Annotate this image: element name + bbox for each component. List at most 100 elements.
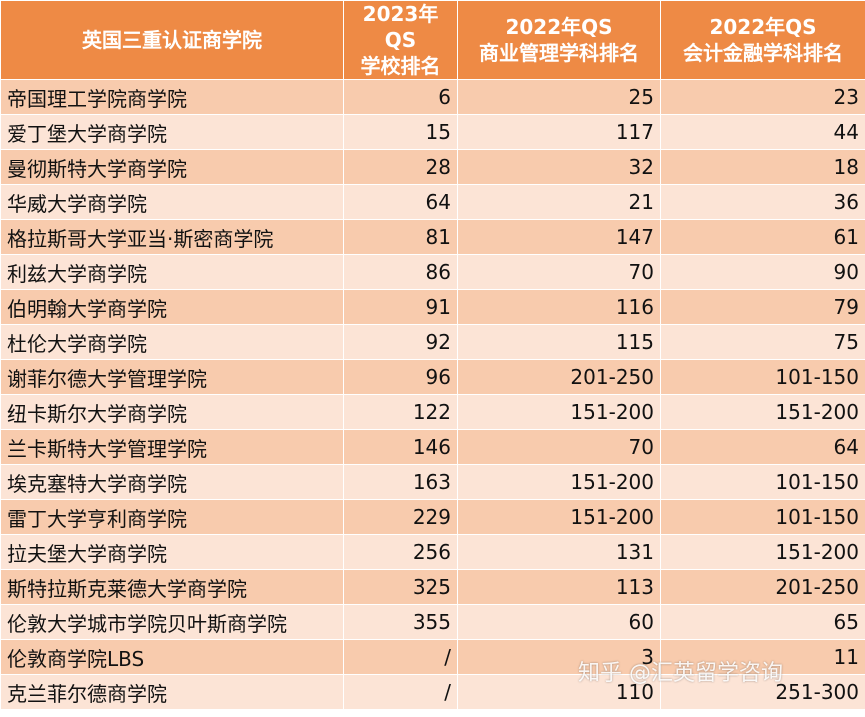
business-2022-rank-cell: 201-250 bbox=[457, 359, 661, 395]
business-2022-rank-cell: 25 bbox=[457, 79, 661, 115]
header-business-2022-line2: 商业管理学科排名 bbox=[479, 41, 639, 65]
school-name-cell: 格拉斯哥大学亚当·斯密商学院 bbox=[0, 219, 344, 255]
table-row: 克兰菲尔德商学院/110 251-300 bbox=[0, 674, 865, 710]
table-row: 埃克塞特大学商学院 163 151-200 101-150 bbox=[0, 464, 865, 500]
school-name-cell: 伦敦商学院LBS bbox=[0, 639, 344, 675]
business-2022-rank-cell: 70 bbox=[457, 429, 661, 465]
qs-2023-rank-cell: 28 bbox=[343, 149, 458, 185]
school-name-cell: 谢菲尔德大学管理学院 bbox=[0, 359, 344, 395]
qs-2023-rank-cell: 256 bbox=[343, 534, 458, 570]
table-row: 杜伦大学商学院 92 115 75 bbox=[0, 324, 865, 360]
finance-2022-rank-cell: 101-150 bbox=[660, 464, 865, 500]
header-qs-2023-line1: 2023年QS bbox=[362, 2, 439, 52]
finance-2022-rank-cell: 79 bbox=[660, 289, 865, 325]
school-name-cell: 伯明翰大学商学院 bbox=[0, 289, 344, 325]
finance-2022-rank-cell: 251-300 bbox=[660, 674, 865, 710]
school-name-cell: 爱丁堡大学商学院 bbox=[0, 114, 344, 150]
table-row: 格拉斯哥大学亚当·斯密商学院 81 147 61 bbox=[0, 219, 865, 255]
school-name-cell: 兰卡斯特大学管理学院 bbox=[0, 429, 344, 465]
qs-2023-rank-cell: 92 bbox=[343, 324, 458, 360]
finance-2022-rank-cell: 151-200 bbox=[660, 534, 865, 570]
finance-2022-rank-cell: 101-150 bbox=[660, 359, 865, 395]
business-2022-rank-cell: 32 bbox=[457, 149, 661, 185]
qs-2023-rank-cell: 146 bbox=[343, 429, 458, 465]
qs-2023-rank-cell: 6 bbox=[343, 79, 458, 115]
business-2022-rank-cell: 151-200 bbox=[457, 464, 661, 500]
finance-2022-rank-cell: 101-150 bbox=[660, 499, 865, 535]
header-business-2022-line1: 2022年QS bbox=[505, 15, 613, 39]
header-finance-2022-line1: 2022年QS bbox=[709, 15, 817, 39]
finance-2022-rank-cell: 201-250 bbox=[660, 569, 865, 605]
table-row: 兰卡斯特大学管理学院 146 70 64 bbox=[0, 429, 865, 465]
school-name-cell: 帝国理工学院商学院 bbox=[0, 79, 344, 115]
table-row: 伦敦商学院LBS/3 11 bbox=[0, 639, 865, 675]
school-name-cell: 华威大学商学院 bbox=[0, 184, 344, 220]
table-body: 帝国理工学院商学院 6 25 23 爱丁堡大学商学院 15 117 44 曼彻斯特大学商学院 28… bbox=[0, 79, 865, 710]
school-name-cell: 克兰菲尔德商学院 bbox=[0, 674, 344, 710]
finance-2022-rank-cell: 23 bbox=[660, 79, 865, 115]
finance-2022-rank-cell: 44 bbox=[660, 114, 865, 150]
table-row: 纽卡斯尔大学商学院 122 151-200 151-200 bbox=[0, 394, 865, 430]
qs-2023-rank-cell: 64 bbox=[343, 184, 458, 220]
table-row: 伯明翰大学商学院 91 116 79 bbox=[0, 289, 865, 325]
qs-2023-rank-cell: 122 bbox=[343, 394, 458, 430]
header-school-label: 英国三重认证商学院 bbox=[82, 28, 262, 52]
business-2022-rank-cell: 60 bbox=[457, 604, 661, 640]
qs-2023-rank-cell: 325 bbox=[343, 569, 458, 605]
qs-2023-rank-cell: 91 bbox=[343, 289, 458, 325]
finance-2022-rank-cell: 65 bbox=[660, 604, 865, 640]
header-qs-2023: 2023年QS 学校排名 bbox=[343, 0, 458, 80]
qs-2023-rank-cell: 96 bbox=[343, 359, 458, 395]
qs-2023-rank-cell: 86 bbox=[343, 254, 458, 290]
business-2022-rank-cell: 21 bbox=[457, 184, 661, 220]
business-2022-rank-cell: 151-200 bbox=[457, 499, 661, 535]
table-row: 曼彻斯特大学商学院 28 32 18 bbox=[0, 149, 865, 185]
table-row: 拉夫堡大学商学院 256 131 151-200 bbox=[0, 534, 865, 570]
school-name-cell: 斯特拉斯克莱德大学商学院 bbox=[0, 569, 344, 605]
business-2022-rank-cell: 115 bbox=[457, 324, 661, 360]
business-2022-rank-cell: 151-200 bbox=[457, 394, 661, 430]
business-2022-rank-cell: 116 bbox=[457, 289, 661, 325]
table-row: 华威大学商学院 64 21 36 bbox=[0, 184, 865, 220]
qs-2023-rank-cell: 163 bbox=[343, 464, 458, 500]
table-row: 斯特拉斯克莱德大学商学院 325 113 201-250 bbox=[0, 569, 865, 605]
table-row: 伦敦大学城市学院贝叶斯商学院 355 60 65 bbox=[0, 604, 865, 640]
school-name-cell: 纽卡斯尔大学商学院 bbox=[0, 394, 344, 430]
finance-2022-rank-cell: 11 bbox=[660, 639, 865, 675]
school-name-cell: 杜伦大学商学院 bbox=[0, 324, 344, 360]
business-2022-rank-cell: 131 bbox=[457, 534, 661, 570]
table-row: 帝国理工学院商学院 6 25 23 bbox=[0, 79, 865, 115]
header-qs-2023-line2: 学校排名 bbox=[360, 54, 441, 78]
qs-2023-rank-cell: 15 bbox=[343, 114, 458, 150]
finance-2022-rank-cell: 90 bbox=[660, 254, 865, 290]
school-name-cell: 拉夫堡大学商学院 bbox=[0, 534, 344, 570]
qs-2023-rank-cell: 81 bbox=[343, 219, 458, 255]
business-2022-rank-cell: 3 bbox=[457, 639, 661, 675]
finance-2022-rank-cell: 151-200 bbox=[660, 394, 865, 430]
header-finance-2022: 2022年QS 会计金融学科排名 bbox=[660, 0, 865, 80]
school-name-cell: 伦敦大学城市学院贝叶斯商学院 bbox=[0, 604, 344, 640]
finance-2022-rank-cell: 64 bbox=[660, 429, 865, 465]
business-2022-rank-cell: 110 bbox=[457, 674, 661, 710]
business-2022-rank-cell: 147 bbox=[457, 219, 661, 255]
header-row: 英国三重认证商学院 2023年QS 学校排名 2022年QS 商业管理学科排名 … bbox=[0, 0, 865, 80]
finance-2022-rank-cell: 61 bbox=[660, 219, 865, 255]
finance-2022-rank-cell: 75 bbox=[660, 324, 865, 360]
finance-2022-rank-cell: 36 bbox=[660, 184, 865, 220]
header-finance-2022-line2: 会计金融学科排名 bbox=[683, 41, 843, 65]
table-row: 利兹大学商学院 86 70 90 bbox=[0, 254, 865, 290]
business-2022-rank-cell: 113 bbox=[457, 569, 661, 605]
table-row: 谢菲尔德大学管理学院 96 201-250 101-150 bbox=[0, 359, 865, 395]
qs-2023-rank-cell: / bbox=[343, 639, 458, 675]
business-2022-rank-cell: 117 bbox=[457, 114, 661, 150]
qs-2023-rank-cell: 229 bbox=[343, 499, 458, 535]
table-row: 雷丁大学亨利商学院 229 151-200 101-150 bbox=[0, 499, 865, 535]
qs-2023-rank-cell: / bbox=[343, 674, 458, 710]
school-name-cell: 埃克塞特大学商学院 bbox=[0, 464, 344, 500]
header-business-2022: 2022年QS 商业管理学科排名 bbox=[457, 0, 661, 80]
qs-2023-rank-cell: 355 bbox=[343, 604, 458, 640]
header-school: 英国三重认证商学院 bbox=[0, 0, 344, 80]
school-name-cell: 利兹大学商学院 bbox=[0, 254, 344, 290]
school-name-cell: 曼彻斯特大学商学院 bbox=[0, 149, 344, 185]
